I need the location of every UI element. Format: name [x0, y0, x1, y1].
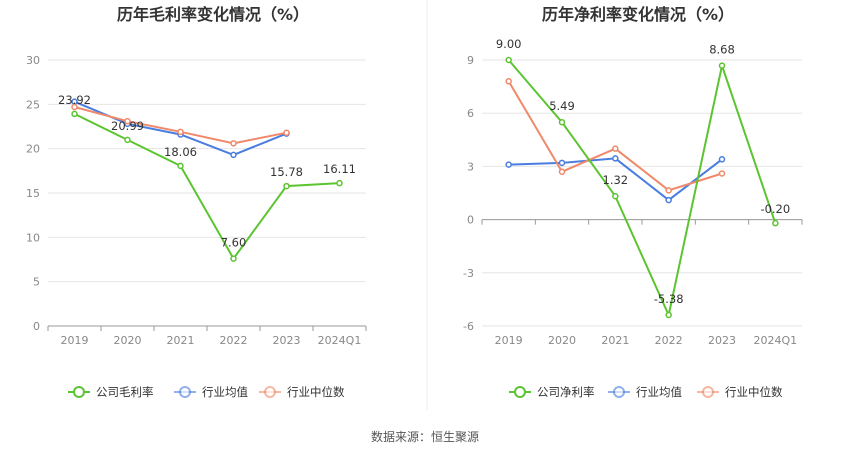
- y-tick-label: 25: [26, 98, 40, 111]
- legend-marker-icon: [264, 386, 276, 398]
- y-tick-label: 6: [467, 107, 474, 120]
- series-line-company: [507, 59, 777, 319]
- data-point-company: [124, 136, 131, 144]
- y-tick-label: 5: [33, 276, 40, 289]
- data-point-company: [230, 255, 237, 262]
- data-label: 9.00: [496, 37, 522, 51]
- x-tick-label: 2022: [220, 334, 248, 347]
- y-tick-label: 20: [26, 143, 40, 156]
- data-label: 16.11: [323, 162, 356, 176]
- data-point-industry_median: [665, 187, 672, 194]
- x-tick-label: 2024Q1: [754, 334, 798, 347]
- y-tick-label: -3: [463, 267, 474, 280]
- legend-label: 公司毛利率: [96, 385, 154, 399]
- x-tick-label: 2021: [601, 334, 629, 347]
- legend-label: 行业中位数: [725, 385, 783, 399]
- legend-label: 行业中位数: [287, 385, 345, 399]
- legend-item-industry_avg: 行业均值: [174, 385, 248, 399]
- data-label: -0.20: [760, 202, 790, 216]
- legend-marker-icon: [179, 386, 191, 398]
- data-point-industry_median: [124, 117, 131, 125]
- y-tick-label: 15: [26, 187, 40, 200]
- x-tick-label: 2020: [114, 334, 142, 347]
- y-tick-label: 3: [467, 160, 474, 173]
- x-tick-label: 2021: [167, 334, 195, 347]
- data-point-industry_avg: [505, 161, 512, 168]
- x-tick-label: 2019: [495, 334, 523, 347]
- data-point-company: [665, 311, 672, 319]
- data-point-industry_median: [558, 168, 566, 175]
- legend-item-industry_median: 行业中位数: [259, 385, 345, 399]
- data-point-industry_median: [283, 129, 290, 136]
- x-tick-label: 2020: [548, 334, 576, 347]
- data-point-industry_avg: [665, 196, 672, 204]
- y-tick-label: 0: [467, 214, 474, 227]
- data-point-industry_avg: [230, 151, 237, 159]
- legend-label: 公司净利率: [537, 385, 595, 399]
- legend-item-company: 公司毛利率: [68, 385, 154, 399]
- data-label: 23.92: [58, 93, 91, 107]
- data-point-company: [336, 179, 343, 187]
- chart-panel-2: 历年净利率变化情况（%） -6 -3 0 3 6 9 2019 2020 2021 2022 2023…: [463, 5, 803, 399]
- legend-marker-icon: [613, 386, 625, 398]
- legend-item-company: 公司净利率: [509, 385, 595, 399]
- legend-marker-icon: [73, 386, 85, 398]
- data-point-industry_median: [505, 78, 512, 85]
- data-point-industry_median: [177, 128, 184, 136]
- legend-label: 行业均值: [636, 385, 682, 399]
- data-point-company: [718, 62, 726, 69]
- data-point-company: [71, 110, 78, 118]
- data-label: 15.78: [270, 165, 303, 179]
- data-point-industry_avg: [558, 159, 566, 167]
- y-tick-label: 30: [26, 54, 40, 67]
- data-label: 8.68: [709, 43, 735, 57]
- data-label: -5.38: [654, 292, 684, 306]
- chart-panel-1: 历年毛利率变化情况（%） 0 5 10 15 20 25 30 2019 2020 2021 2022…: [26, 5, 367, 399]
- data-point-industry_median: [230, 140, 237, 147]
- legend-marker-icon: [514, 386, 526, 398]
- legend-item-industry_median: 行业中位数: [697, 385, 783, 399]
- y-tick-label: 9: [467, 54, 474, 67]
- data-point-company: [612, 192, 619, 200]
- data-point-industry_median: [718, 170, 726, 177]
- y-tick-label: 10: [26, 231, 40, 244]
- data-label: 18.06: [164, 145, 197, 159]
- data-point-industry_median: [71, 103, 78, 111]
- x-tick-label: 2023: [708, 334, 736, 347]
- series-line-industry_median: [74, 106, 287, 145]
- data-point-company: [283, 182, 290, 190]
- data-point-company: [505, 56, 512, 64]
- data-label: 20.99: [111, 119, 144, 133]
- data-label: 5.49: [549, 99, 575, 113]
- data-point-industry_avg: [612, 155, 619, 162]
- data-point-company: [177, 162, 184, 170]
- series-line-company: [74, 113, 340, 261]
- chart-title: 历年净利率变化情况（%）: [542, 5, 734, 24]
- y-tick-label: 0: [33, 320, 40, 333]
- y-tick-label: -6: [463, 320, 474, 333]
- legend-marker-icon: [702, 386, 714, 398]
- x-tick-label: 2019: [61, 334, 89, 347]
- legend-label: 行业均值: [202, 385, 248, 399]
- x-tick-label: 2023: [273, 334, 301, 347]
- data-source-note: 数据来源：恒生聚源: [370, 430, 479, 444]
- legend-item-industry_avg: 行业均值: [608, 385, 682, 399]
- data-point-company: [558, 118, 566, 126]
- data-point-industry_avg: [718, 156, 726, 163]
- x-tick-label: 2022: [655, 334, 683, 347]
- data-point-company: [772, 219, 779, 227]
- data-label: 1.32: [603, 173, 629, 187]
- x-tick-label: 2024Q1: [318, 334, 362, 347]
- chart-title: 历年毛利率变化情况（%）: [117, 5, 309, 24]
- data-point-industry_median: [612, 145, 619, 152]
- data-label: 7.60: [221, 236, 247, 250]
